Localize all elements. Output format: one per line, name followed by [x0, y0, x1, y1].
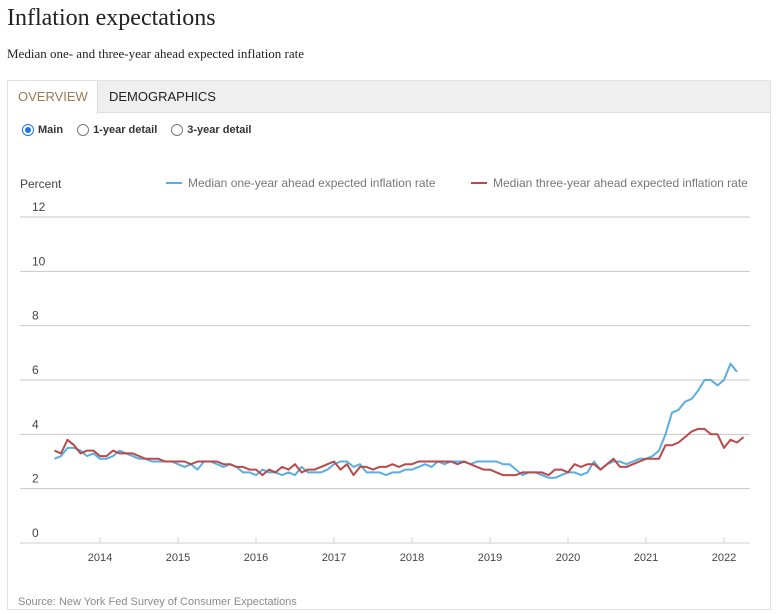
radio-1-year-detail[interactable]: 1-year detail — [77, 124, 157, 136]
x-tick-label: 2018 — [400, 552, 424, 564]
page-subtitle: Median one- and three-year ahead expecte… — [7, 46, 305, 61]
radio-main-label: Main — [38, 124, 64, 136]
x-tick-label: 2022 — [712, 552, 736, 564]
tab-demographics[interactable]: DEMOGRAPHICS — [109, 89, 216, 104]
y-tick-label: 6 — [32, 363, 39, 377]
y-tick-label: 10 — [32, 254, 46, 268]
x-tick-label: 2014 — [88, 552, 112, 564]
tab-bar: OVERVIEW DEMOGRAPHICS — [8, 81, 770, 114]
radio-3-year-label: 3-year detail — [187, 124, 252, 136]
x-tick-label: 2020 — [556, 552, 580, 564]
series-line-three-year — [54, 427, 745, 477]
inflation-line-chart: Percent Median one-year ahead expected i… — [20, 176, 750, 564]
chart-legend: Median one-year ahead expected inflation… — [166, 176, 748, 190]
radio-selected-icon[interactable] — [22, 124, 34, 136]
x-tick-label: 2019 — [478, 552, 502, 564]
x-tick-labels: 2014 2015 2016 2017 2018 2019 2020 2021 2022 — [88, 537, 736, 564]
tab-overview[interactable]: OVERVIEW — [8, 81, 98, 114]
y-tick-label: 0 — [32, 526, 39, 540]
legend-label-one-year: Median one-year ahead expected inflation… — [188, 176, 436, 190]
y-tick-label: 12 — [32, 200, 46, 214]
series-lines — [54, 362, 745, 479]
y-gridlines — [20, 216, 750, 544]
chart-panel: OVERVIEW DEMOGRAPHICS Main 1-year detail… — [7, 80, 771, 610]
x-tick-label: 2021 — [634, 552, 658, 564]
x-tick-label: 2016 — [244, 552, 268, 564]
radio-1-year-label: 1-year detail — [93, 124, 158, 136]
y-tick-label: 8 — [32, 309, 39, 323]
view-option-group: Main 1-year detail 3-year detail — [22, 124, 251, 136]
radio-unselected-icon[interactable] — [77, 124, 90, 136]
y-axis-label: Percent — [20, 177, 62, 191]
radio-3-year-detail[interactable]: 3-year detail — [171, 124, 251, 136]
page-title: Inflation expectations — [7, 5, 216, 31]
radio-unselected-icon[interactable] — [171, 124, 184, 136]
legend-label-three-year: Median three-year ahead expected inflati… — [493, 176, 748, 190]
y-tick-labels: 0 2 4 6 8 10 12 — [32, 200, 46, 540]
x-tick-label: 2017 — [322, 552, 346, 564]
x-tick-label: 2015 — [166, 552, 190, 564]
y-tick-label: 2 — [32, 472, 39, 486]
series-line-one-year — [54, 362, 738, 479]
radio-main[interactable]: Main — [22, 124, 63, 136]
y-tick-label: 4 — [32, 417, 39, 431]
source-note: Source: New York Fed Survey of Consumer … — [18, 596, 297, 608]
